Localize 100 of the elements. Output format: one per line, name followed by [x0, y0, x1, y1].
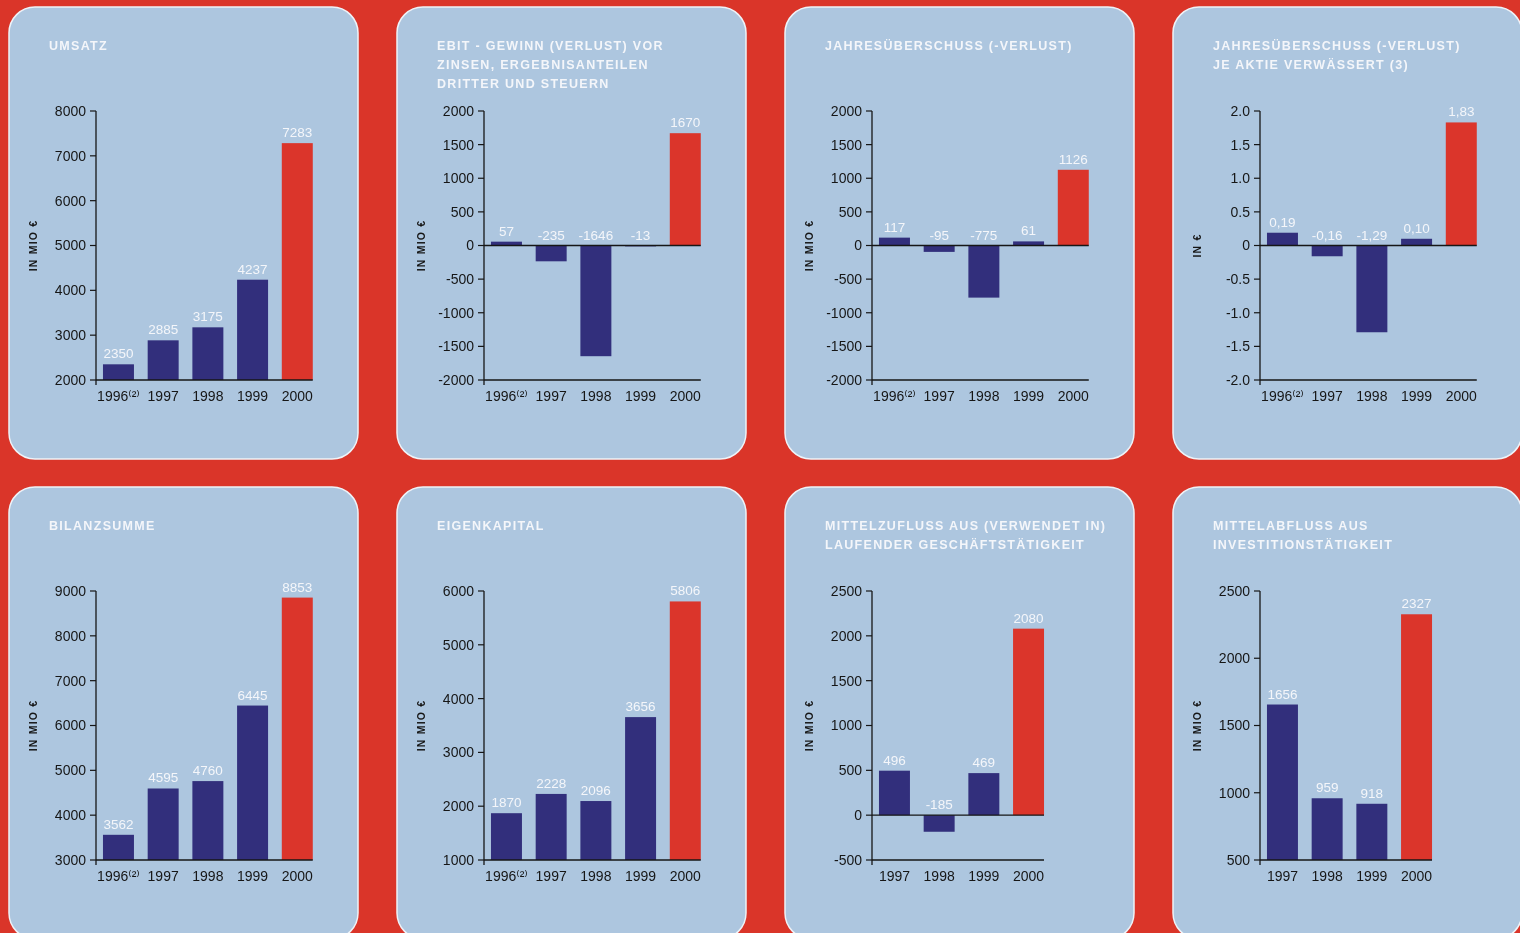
- y-tick-label: 1.0: [1230, 170, 1251, 187]
- x-tick-label: 1998: [968, 388, 1000, 404]
- data-label: 4595: [148, 770, 179, 786]
- y-tick-label: 500: [450, 203, 475, 220]
- data-label: 7283: [282, 125, 313, 141]
- y-tick-label: 3000: [54, 327, 87, 344]
- y-axis-title: IN MIO €: [803, 219, 815, 272]
- y-tick-label: 1000: [830, 170, 863, 187]
- data-label: 8853: [282, 579, 313, 595]
- y-tick-label: 1500: [830, 672, 863, 689]
- data-label: 1670: [670, 115, 701, 131]
- y-tick-label: 7000: [54, 147, 87, 164]
- chart-title: MITTELABFLUSS AUS INVESTITIONSTÄTIGKEIT: [1213, 519, 1394, 552]
- x-tick-label: 1997: [1266, 868, 1299, 884]
- x-tick-label: 2000: [669, 388, 702, 404]
- data-label: 5806: [670, 583, 701, 599]
- y-tick-label: 6000: [54, 717, 87, 734]
- y-tick-label: -1000: [826, 304, 863, 321]
- y-tick-label: 0: [466, 237, 475, 254]
- x-tick-label: 2000: [1445, 388, 1478, 404]
- x-tick-label: 1997: [923, 388, 955, 404]
- data-label: 61: [1021, 223, 1037, 239]
- x-tick-label: 2000: [1012, 868, 1045, 884]
- y-tick-label: -1500: [826, 338, 863, 355]
- y-axis-title: IN €: [1191, 233, 1203, 258]
- data-label: 1656: [1267, 686, 1298, 702]
- x-tick-label: 1998: [1356, 388, 1388, 404]
- chart-title: EIGENKAPITAL: [437, 519, 545, 533]
- x-tick-label: 1998: [923, 868, 955, 884]
- x-tick-label: 1998: [580, 388, 612, 404]
- x-tick-label: 1999: [1356, 868, 1388, 884]
- y-tick-label: 500: [838, 762, 863, 779]
- y-axis-title: IN MIO €: [415, 699, 427, 752]
- x-tick-label: 1997: [535, 868, 567, 884]
- y-axis-title: IN MIO €: [1191, 699, 1203, 752]
- x-tick-label: 2000: [281, 868, 314, 884]
- y-tick-label: 0: [854, 237, 863, 254]
- data-label: -1646: [578, 227, 614, 243]
- y-tick-label: 7000: [54, 672, 87, 689]
- y-tick-label: 1000: [830, 717, 863, 734]
- y-axis-title: IN MIO €: [415, 219, 427, 272]
- chart-title: JAHRESÜBERSCHUSS (-VERLUST) JE AKTIE VERWÄSSERT (3): [1213, 38, 1461, 72]
- data-label: 959: [1315, 780, 1339, 796]
- y-tick-label: -1.0: [1225, 304, 1251, 321]
- x-tick-label: 1996⁽²⁾: [97, 868, 140, 884]
- y-tick-label: 0.5: [1230, 203, 1251, 220]
- y-axis-title: IN MIO €: [27, 219, 39, 272]
- y-tick-label: -1500: [438, 338, 475, 355]
- data-label: 2228: [536, 775, 567, 791]
- data-label: 1,83: [1448, 104, 1475, 120]
- x-tick-label: 1996⁽²⁾: [1261, 388, 1304, 404]
- y-tick-label: 9000: [54, 582, 87, 599]
- data-label: -1,29: [1356, 227, 1388, 243]
- chart-title: MITTELZUFLUSS AUS (VERWENDET IN) LAUFENDER GESCHÄFTSTÄTIGKEIT: [825, 519, 1107, 552]
- y-tick-label: 8000: [54, 627, 87, 644]
- y-tick-label: -2000: [438, 371, 475, 388]
- x-tick-label: 1997: [1311, 388, 1343, 404]
- y-tick-label: 8000: [54, 102, 87, 119]
- x-tick-label: 1999: [237, 868, 269, 884]
- x-tick-label: 1997: [878, 868, 911, 884]
- data-label: -13: [630, 227, 651, 243]
- y-tick-label: 1000: [442, 170, 475, 187]
- x-tick-label: 1999: [625, 868, 657, 884]
- x-tick-label: 1999: [1013, 388, 1045, 404]
- y-tick-label: 5000: [442, 636, 475, 653]
- y-tick-label: 2.0: [1230, 102, 1251, 119]
- data-label: 469: [972, 755, 996, 771]
- y-tick-label: 2000: [830, 627, 863, 644]
- data-label: 57: [498, 223, 514, 239]
- y-tick-label: -1000: [438, 304, 475, 321]
- data-label: 3562: [103, 816, 134, 832]
- y-tick-label: -2000: [826, 371, 863, 388]
- y-tick-label: 2000: [1218, 650, 1251, 667]
- data-label: -95: [929, 227, 949, 243]
- y-tick-label: 0: [1242, 237, 1251, 254]
- y-tick-label: 4000: [442, 690, 475, 707]
- y-tick-label: 500: [838, 203, 863, 220]
- y-axis-title: IN MIO €: [27, 699, 39, 752]
- y-tick-label: -2.0: [1225, 371, 1251, 388]
- y-tick-label: 2000: [442, 102, 475, 119]
- y-tick-label: 1000: [442, 851, 475, 868]
- y-tick-label: -500: [833, 271, 863, 288]
- data-label: 6445: [237, 687, 268, 703]
- y-tick-label: 4000: [54, 282, 87, 299]
- data-label: 496: [883, 752, 906, 768]
- y-tick-label: 2000: [830, 102, 863, 119]
- x-tick-label: 1998: [192, 388, 224, 404]
- data-label: -775: [970, 227, 998, 243]
- y-tick-label: 3000: [54, 851, 87, 868]
- x-tick-label: 2000: [281, 388, 314, 404]
- y-tick-label: 2000: [54, 371, 87, 388]
- y-tick-label: 1.5: [1230, 136, 1251, 153]
- y-tick-label: 6000: [442, 582, 475, 599]
- y-tick-label: 0: [854, 807, 863, 824]
- y-tick-label: 3000: [442, 744, 475, 761]
- data-label: -235: [537, 227, 565, 243]
- chart-title: EBIT - GEWINN (VERLUST) VOR ZINSEN, ERGEBNISANTEILEN DRITTER UND STEUERN: [437, 39, 664, 91]
- y-tick-label: 4000: [54, 807, 87, 824]
- y-tick-label: -1.5: [1225, 338, 1251, 355]
- data-label: 2327: [1401, 596, 1432, 612]
